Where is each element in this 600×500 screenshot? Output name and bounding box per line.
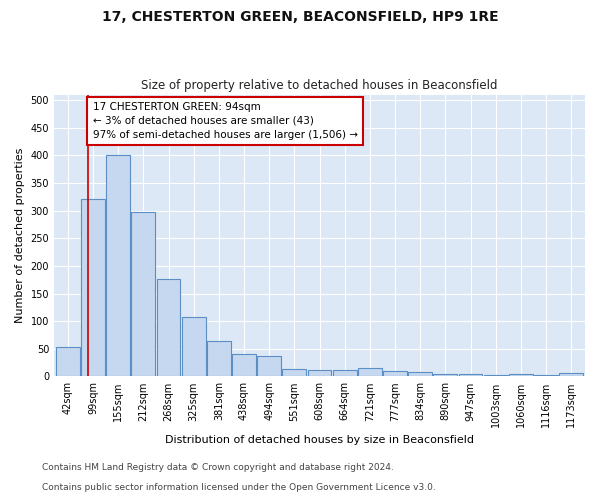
Y-axis label: Number of detached properties: Number of detached properties <box>15 148 25 323</box>
Bar <box>131 212 155 376</box>
X-axis label: Distribution of detached houses by size in Beaconsfield: Distribution of detached houses by size … <box>165 435 474 445</box>
Bar <box>232 354 256 376</box>
Bar <box>207 340 231 376</box>
Bar <box>81 199 105 376</box>
Bar <box>257 356 281 376</box>
Bar <box>509 374 533 376</box>
Text: Contains HM Land Registry data © Crown copyright and database right 2024.: Contains HM Land Registry data © Crown c… <box>42 464 394 472</box>
Text: 17, CHESTERTON GREEN, BEACONSFIELD, HP9 1RE: 17, CHESTERTON GREEN, BEACONSFIELD, HP9 … <box>101 10 499 24</box>
Bar <box>559 372 583 376</box>
Bar <box>358 368 382 376</box>
Bar <box>283 369 307 376</box>
Text: 17 CHESTERTON GREEN: 94sqm
← 3% of detached houses are smaller (43)
97% of semi-: 17 CHESTERTON GREEN: 94sqm ← 3% of detac… <box>92 102 358 140</box>
Bar <box>458 374 482 376</box>
Bar <box>56 346 80 376</box>
Bar <box>333 370 356 376</box>
Bar <box>157 278 181 376</box>
Bar <box>433 374 457 376</box>
Text: Contains public sector information licensed under the Open Government Licence v3: Contains public sector information licen… <box>42 484 436 492</box>
Bar <box>182 316 206 376</box>
Title: Size of property relative to detached houses in Beaconsfield: Size of property relative to detached ho… <box>141 79 498 92</box>
Bar <box>408 372 432 376</box>
Bar <box>106 155 130 376</box>
Bar <box>383 371 407 376</box>
Bar <box>308 370 331 376</box>
